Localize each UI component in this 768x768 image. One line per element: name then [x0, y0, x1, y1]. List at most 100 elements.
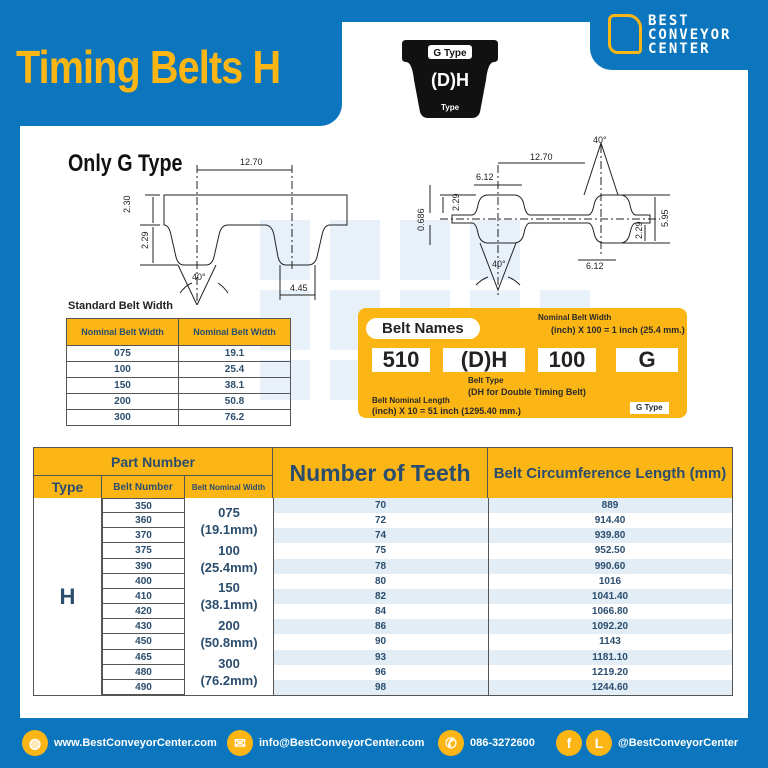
teeth-cell: 72 — [374, 515, 387, 527]
name-part-type: (D)H — [443, 348, 525, 372]
belt-number-cell: 490 — [102, 679, 185, 695]
width-mm: (50.8mm) — [200, 635, 258, 651]
svg-text:(D)H: (D)H — [431, 70, 469, 90]
svg-text:G Type: G Type — [433, 48, 467, 59]
table-row: 150 38.1 — [66, 377, 291, 394]
divider — [273, 498, 274, 695]
phone-number[interactable]: 086-3272600 — [470, 737, 535, 749]
svg-text:Type: Type — [441, 103, 460, 112]
circumference-cell: 1219.20 — [591, 666, 629, 678]
table-row: 075 19.1 — [66, 345, 291, 362]
belt-number-cell: 410 — [102, 588, 185, 605]
logo-icon — [608, 14, 642, 54]
globe-icon: ◍ — [22, 730, 48, 756]
width-mm: (25.4mm) — [200, 559, 258, 575]
length-label: Belt Nominal Length — [372, 396, 450, 405]
teeth-cell: 84 — [374, 606, 387, 618]
circumference-cell: 939.80 — [594, 530, 626, 542]
belt-number-cell: 450 — [102, 634, 185, 650]
width-value: 200 — [218, 618, 240, 634]
page-title: Timing Belts H — [16, 41, 281, 93]
belt-number-header: Belt Number — [102, 476, 185, 498]
row-stripe — [273, 498, 732, 514]
width-mm: (19.1mm) — [200, 521, 258, 537]
table-cell: 76.2 — [178, 409, 291, 426]
circumference-cell: 1092.20 — [591, 621, 629, 633]
part-number-table: Part Number Type Belt Number Belt Nomina… — [33, 447, 733, 696]
width-desc: (inch) X 100 = 1 inch (25.4 mm.) — [551, 325, 685, 335]
circumference-cell: 1066.80 — [591, 606, 629, 618]
type-desc: (DH for Double Timing Belt) — [468, 387, 586, 397]
table-cell: 25.4 — [178, 361, 291, 378]
table-row: 200 50.8 — [66, 393, 291, 410]
teeth-cell: 90 — [374, 636, 387, 648]
belt-number-cell: 420 — [102, 604, 185, 620]
svg-text:2.29: 2.29 — [634, 221, 644, 239]
logo: BEST CONVEYOR CENTER — [648, 13, 732, 57]
teeth-cell: 74 — [374, 530, 387, 542]
row-stripe — [273, 528, 732, 544]
table-cell: 100 — [66, 361, 179, 378]
teeth-cell: 80 — [374, 575, 387, 587]
teeth-cell: 70 — [374, 500, 387, 511]
row-stripe — [273, 573, 732, 589]
social-handle: @BestConveyorCenter — [618, 737, 739, 749]
facebook-icon[interactable]: f — [556, 730, 582, 756]
row-stripe — [273, 558, 732, 574]
standard-width-table: Nominal Belt Width Nominal Belt Width 075… — [66, 318, 291, 426]
circumference-cell: 1181.10 — [592, 651, 628, 663]
length-desc: (inch) X 10 = 51 inch (1295.40 mm.) — [372, 406, 521, 416]
divider — [488, 498, 489, 695]
table-cell: 300 — [66, 409, 179, 426]
belt-width-cell: 300 (76.2mm) — [185, 650, 273, 695]
belt-names-title: Belt Names — [366, 318, 480, 339]
g-type-title: Only G Type — [68, 150, 183, 177]
width-mm: (38.1mm) — [200, 597, 258, 613]
g-type-diagram: 12.70 2.30 2.29 40° 4.45 — [122, 157, 348, 305]
table-cell: 075 — [66, 345, 179, 362]
teeth-header: Number of Teeth — [273, 448, 488, 498]
belt-width-header: Belt Nominal Width — [185, 476, 273, 498]
title-block — [0, 0, 342, 126]
belt-number-cell: 360 — [102, 513, 185, 529]
header-cell: Nominal Belt Width — [66, 318, 179, 346]
row-stripe — [273, 679, 732, 695]
phone-icon: ✆ — [438, 730, 464, 756]
svg-text:0.686: 0.686 — [416, 208, 426, 231]
logo-block — [590, 0, 768, 70]
circumference-header: Belt Circumference Length (mm) — [488, 448, 732, 498]
teeth-cell: 98 — [374, 681, 387, 693]
table-cell: 38.1 — [178, 377, 291, 394]
width-label: Nominal Belt Width — [538, 313, 612, 322]
belt-number-cell: 370 — [102, 528, 185, 544]
svg-text:2.29: 2.29 — [140, 231, 150, 249]
width-value: 150 — [218, 580, 240, 596]
teeth-cell: 75 — [374, 545, 387, 557]
table-cell: 50.8 — [178, 393, 291, 410]
table-row: 300 76.2 — [66, 409, 291, 426]
email-link[interactable]: info@BestConveyorCenter.com — [259, 737, 425, 749]
website-link[interactable]: www.BestConveyorCenter.com — [54, 737, 217, 749]
belt-number-cell: 390 — [102, 558, 185, 574]
type-header: Type — [34, 476, 102, 498]
g-desc: G Type — [630, 402, 669, 414]
circumference-cell: 952.50 — [594, 545, 626, 557]
standard-width-label: Standard Belt Width — [68, 300, 174, 312]
dh-type-diagram: 40° 12.70 6.12 2.29 0.686 5.95 2.29 6.12… — [416, 135, 670, 295]
svg-text:40°: 40° — [492, 259, 506, 269]
row-stripe — [273, 543, 732, 559]
svg-text:6.12: 6.12 — [476, 172, 494, 182]
row-stripe — [273, 513, 732, 529]
belt-number-cell: 480 — [102, 664, 185, 680]
part-number-header: Part Number — [34, 448, 273, 476]
belt-number-cell: 350 — [102, 498, 185, 514]
width-value: 300 — [218, 656, 240, 672]
svg-text:2.29: 2.29 — [451, 193, 461, 211]
width-value: 075 — [218, 504, 240, 520]
svg-text:5.95: 5.95 — [660, 209, 670, 227]
line-icon[interactable]: L — [586, 730, 612, 756]
table-row: 100 25.4 — [66, 361, 291, 378]
width-value: 100 — [218, 542, 240, 558]
table-cell: 150 — [66, 377, 179, 394]
svg-text:40°: 40° — [593, 135, 607, 145]
